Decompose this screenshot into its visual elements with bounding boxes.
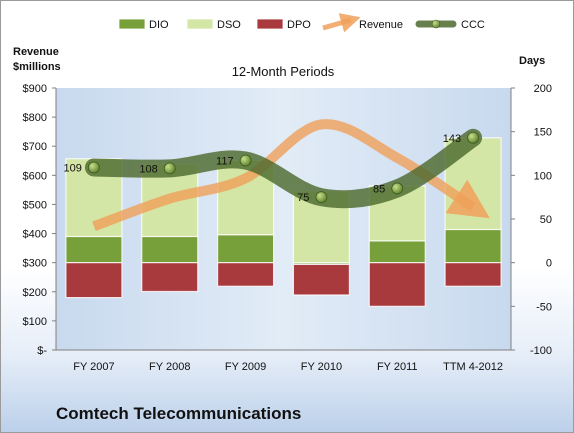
right-tick-label: 200 — [534, 83, 552, 95]
x-category-label: FY 2007 — [73, 361, 114, 373]
legend-label: CCC — [461, 19, 485, 31]
company-title: Comtech Telecommunications — [56, 404, 302, 423]
plot-area — [56, 88, 511, 350]
bar-dio — [65, 235, 123, 264]
right-tick-label: 0 — [546, 258, 552, 270]
x-category-label: FY 2011 — [377, 361, 418, 373]
right-axis-title: Days — [519, 55, 545, 67]
left-tick-label: $300 — [23, 258, 47, 270]
right-tick-label: 150 — [534, 127, 552, 139]
revenue-series — [92, 119, 490, 231]
left-axis-ticks: $- $100 $200 $300 $400 $500 $600 $700 $800 $900 — [23, 83, 56, 357]
right-tick-label: 50 — [540, 214, 552, 226]
left-tick-label: $200 — [23, 287, 47, 299]
bar-dio — [368, 240, 426, 264]
ccc-point — [391, 182, 404, 195]
legend-item-revenue: Revenue — [322, 13, 403, 33]
bar-dio — [141, 235, 199, 264]
x-category-label: FY 2008 — [149, 361, 190, 373]
legend-swatch — [322, 13, 361, 33]
ccc-point — [315, 191, 328, 204]
bar-dio — [444, 228, 502, 264]
legend-item-dpo: DPO — [256, 18, 311, 31]
left-tick-label: $900 — [23, 83, 47, 95]
ccc-data-label: 143 — [443, 133, 461, 145]
ccc-data-label: 117 — [216, 155, 234, 167]
bar-dio — [216, 234, 275, 264]
left-tick-label: $500 — [23, 199, 47, 211]
legend-label: Revenue — [359, 19, 403, 31]
legend: DIO DSO DPO Revenue CCC — [118, 13, 485, 33]
legend-swatch — [186, 18, 214, 30]
x-axis-labels: FY 2007 FY 2008 FY 2009 FY 2010 FY 2011 TTM 4… — [73, 361, 503, 373]
left-tick-label: $700 — [23, 141, 47, 153]
ccc-point — [88, 161, 100, 174]
bar-dpo — [292, 263, 351, 296]
ccc-data-label: 85 — [373, 183, 385, 195]
left-tick-label: $800 — [23, 112, 47, 124]
bar-dpo — [65, 262, 123, 299]
legend-swatch — [118, 18, 146, 30]
legend-item-dso: DSO — [186, 18, 241, 31]
left-tick-label: $600 — [23, 170, 47, 182]
legend-marker — [431, 19, 441, 29]
x-category-label: FY 2010 — [301, 361, 342, 373]
x-category-label: FY 2009 — [225, 361, 266, 373]
left-axis-title-line1: Revenue — [13, 46, 59, 58]
legend-label: DPO — [287, 19, 311, 31]
legend-label: DSO — [217, 19, 241, 31]
left-tick-label: $- — [37, 345, 47, 357]
ccc-point — [163, 162, 176, 175]
legend-item-dio: DIO — [118, 18, 169, 31]
bar-dpo — [141, 262, 199, 293]
bar-dpo — [216, 262, 275, 287]
legend-label: DIO — [149, 19, 169, 31]
right-tick-label: 100 — [534, 170, 552, 182]
legend-swatch — [256, 18, 284, 30]
left-tick-label: $400 — [23, 229, 47, 241]
bar-dpo — [444, 262, 502, 287]
legend-item-ccc: CCC — [415, 19, 485, 31]
right-tick-label: -100 — [530, 345, 552, 357]
bar-dpo — [368, 262, 426, 307]
ccc-point — [467, 131, 479, 144]
x-category-label: TTM 4-2012 — [443, 361, 503, 373]
ccc-data-label: 75 — [297, 192, 309, 204]
right-axis-ticks: -100 -50 0 50 100 150 200 — [511, 83, 552, 357]
right-tick-label: -50 — [536, 301, 552, 313]
chart-title: 12-Month Periods — [232, 64, 335, 79]
ccc-data-label: 109 — [64, 162, 82, 174]
left-tick-label: $100 — [23, 316, 47, 328]
ccc-point — [239, 154, 252, 167]
revenue-line — [92, 119, 490, 231]
ccc-data-label: 108 — [139, 163, 157, 175]
ccc-series: 109 108 117 75 85 143 — [64, 128, 483, 209]
left-axis-title-line2: $millions — [13, 61, 61, 73]
